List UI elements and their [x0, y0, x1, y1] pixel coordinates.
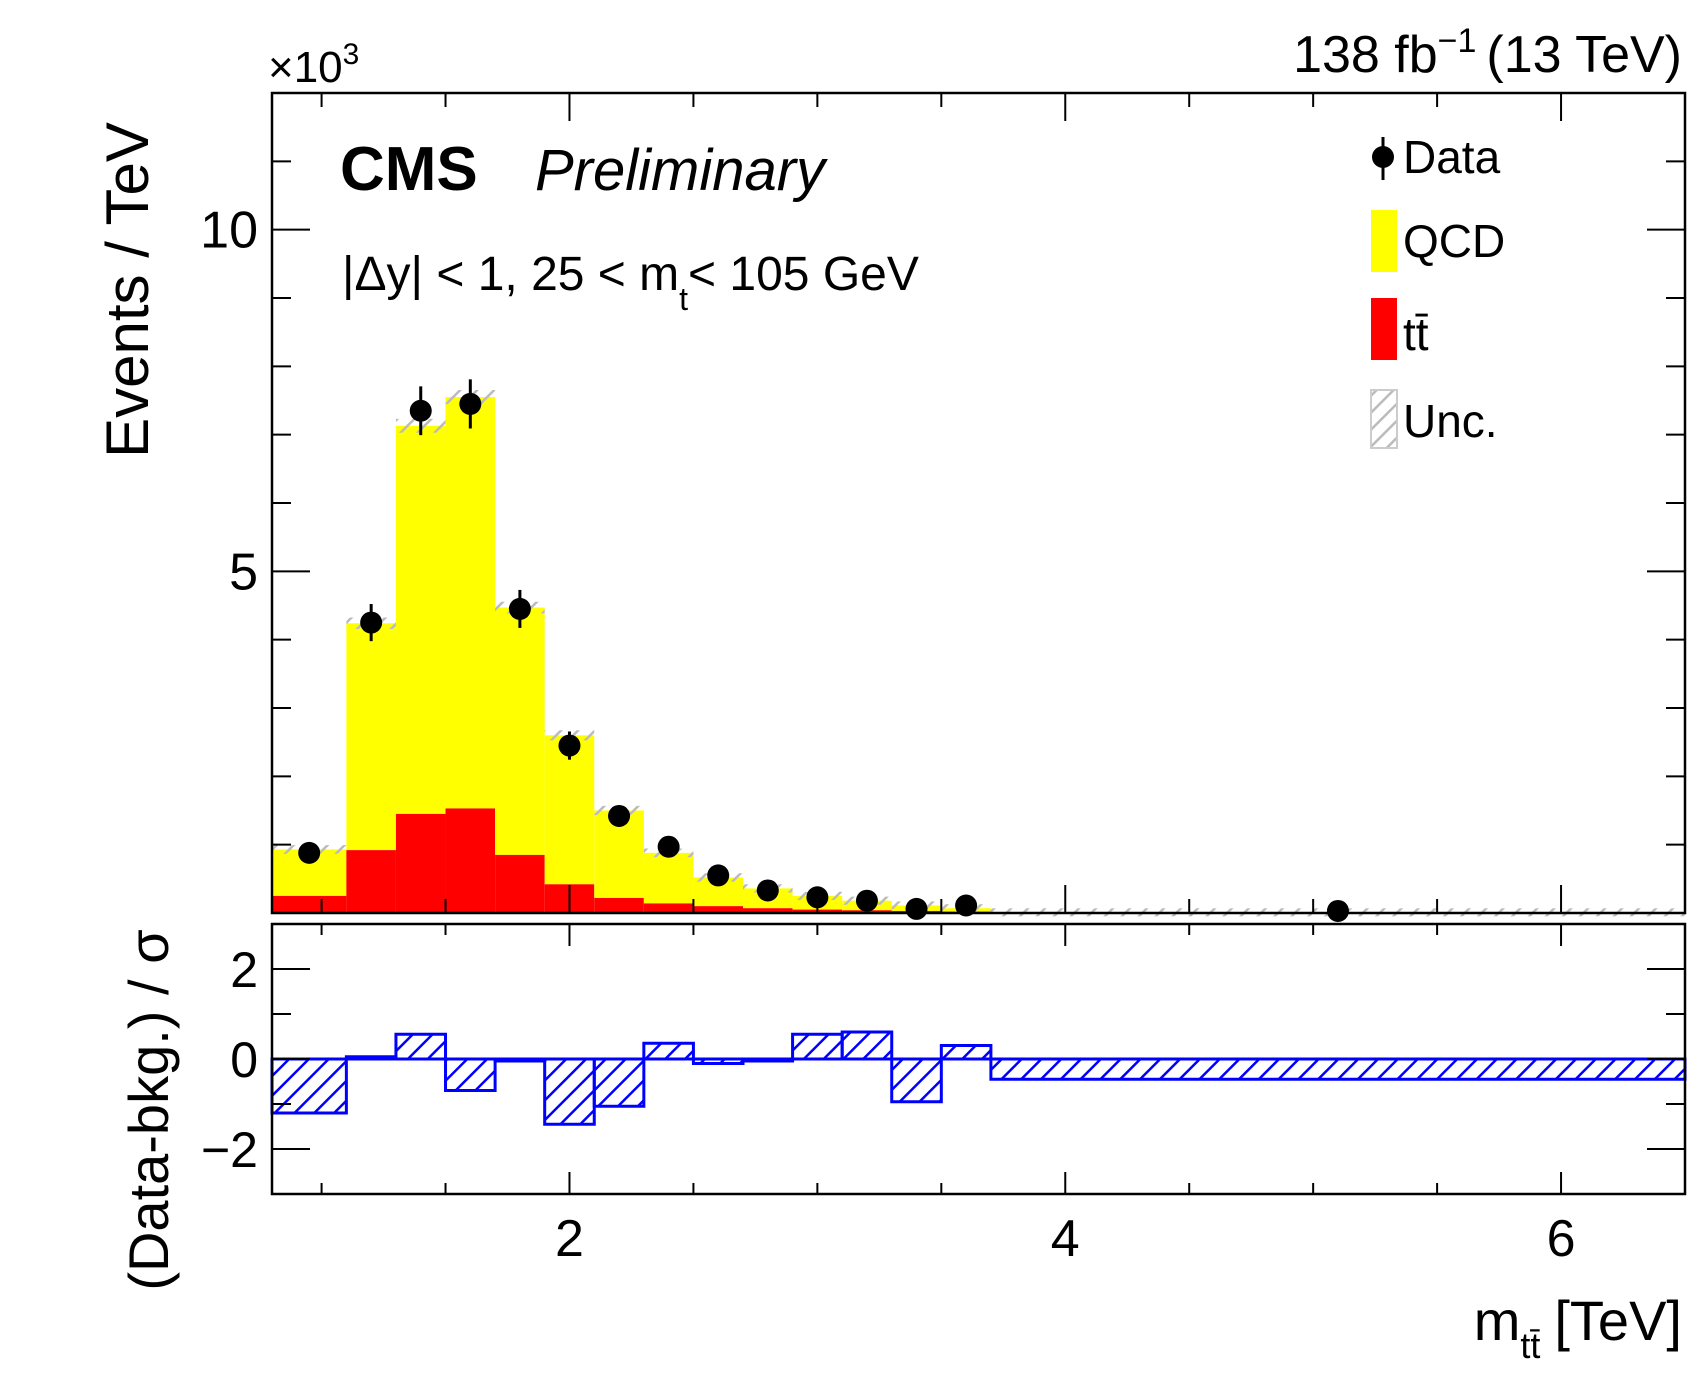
- ttbar-bar: [272, 895, 347, 913]
- legend-unc-swatch: [1370, 389, 1398, 449]
- qcd-bar: [445, 397, 496, 809]
- data-point: [360, 611, 383, 634]
- pull-bar: [989, 1057, 1687, 1081]
- data-point: [508, 597, 531, 620]
- ttbar-bar: [346, 850, 396, 913]
- data-point: [608, 804, 631, 827]
- data-point: [955, 894, 978, 917]
- qcd-bar: [544, 735, 595, 885]
- data-point: [806, 886, 829, 909]
- bottom-panel-ticks: [272, 923, 1686, 1195]
- pull-bar: [741, 1057, 795, 1063]
- x-axis-title: mtt̄ [TeV]: [1474, 1289, 1682, 1366]
- data-point: [409, 399, 432, 422]
- y-tick-label: 10: [200, 202, 258, 260]
- data-point: [657, 835, 680, 858]
- data-point: [855, 889, 878, 912]
- pull-bar: [493, 1057, 547, 1063]
- data-point: [298, 841, 321, 864]
- data-point: [756, 879, 779, 902]
- pull-bar: [394, 1032, 448, 1061]
- preliminary-label: Preliminary: [535, 138, 828, 203]
- ttbar-bar: [693, 906, 743, 913]
- data-point: [905, 897, 928, 920]
- pull-bar: [939, 1044, 993, 1061]
- legend-qcd-swatch: [1371, 210, 1397, 272]
- legend: Data QCD tt̄ Unc.: [1370, 131, 1505, 449]
- exponent-label: ×103: [268, 38, 359, 92]
- data-points: [298, 379, 1349, 922]
- cms-label: CMS: [340, 135, 478, 204]
- selection-label: |Δy| < 1, 25 < mt< 105 GeV: [342, 248, 919, 317]
- legend-qcd-label: QCD: [1403, 215, 1505, 267]
- ttbar-bar: [495, 854, 545, 913]
- y-tick-label: −2: [201, 1122, 258, 1178]
- bottom-panel-y-tick-labels: −2 0 2: [201, 942, 258, 1178]
- y-tick-label: 5: [229, 543, 258, 601]
- ttbar-bar: [445, 808, 496, 913]
- y-tick-label: 2: [230, 942, 258, 998]
- pull-histogram: [270, 1030, 1687, 1126]
- top-panel-ticks: [272, 92, 1686, 914]
- pull-bar: [344, 1055, 398, 1061]
- x-tick-labels: 2 4 6: [555, 1210, 1576, 1268]
- legend-data-marker: [1372, 137, 1394, 180]
- data-point: [459, 392, 482, 415]
- legend-unc-label: Unc.: [1403, 395, 1498, 447]
- pull-bar: [691, 1057, 745, 1065]
- stacked-histogram: [272, 397, 1685, 913]
- y-axis-title-top: Events / TeV: [94, 122, 161, 458]
- pull-bar: [840, 1030, 894, 1061]
- ttbar-bar: [743, 908, 793, 913]
- qcd-bar: [395, 425, 446, 814]
- pull-bar: [791, 1032, 844, 1061]
- lumi-label: 138 fb−1 (13 TeV): [1293, 22, 1682, 84]
- pull-bar: [642, 1041, 695, 1061]
- legend-ttbar-label: tt̄: [1403, 308, 1429, 360]
- pull-bar: [890, 1057, 943, 1104]
- qcd-bar: [643, 852, 694, 904]
- ttbar-bar: [395, 813, 446, 913]
- y-tick-label: 0: [230, 1032, 258, 1088]
- pull-bar: [592, 1057, 646, 1108]
- pull-bar: [543, 1057, 596, 1126]
- qcd-bar: [495, 607, 545, 855]
- top-panel-y-tick-labels: 5 10: [200, 202, 258, 602]
- data-point: [558, 734, 581, 757]
- pull-bar: [444, 1057, 497, 1092]
- qcd-bar: [346, 623, 396, 851]
- legend-ttbar-swatch: [1371, 298, 1397, 360]
- ttbar-bar: [594, 897, 644, 913]
- x-tick-label: 2: [555, 1210, 584, 1268]
- x-tick-label: 4: [1051, 1210, 1080, 1268]
- data-point: [1326, 899, 1349, 922]
- data-point: [707, 864, 730, 887]
- legend-data-label: Data: [1403, 131, 1501, 183]
- x-tick-label: 6: [1547, 1210, 1576, 1268]
- y-axis-title-bottom: (Data-bkg.) / σ: [117, 929, 180, 1290]
- ttbar-bar: [643, 903, 694, 913]
